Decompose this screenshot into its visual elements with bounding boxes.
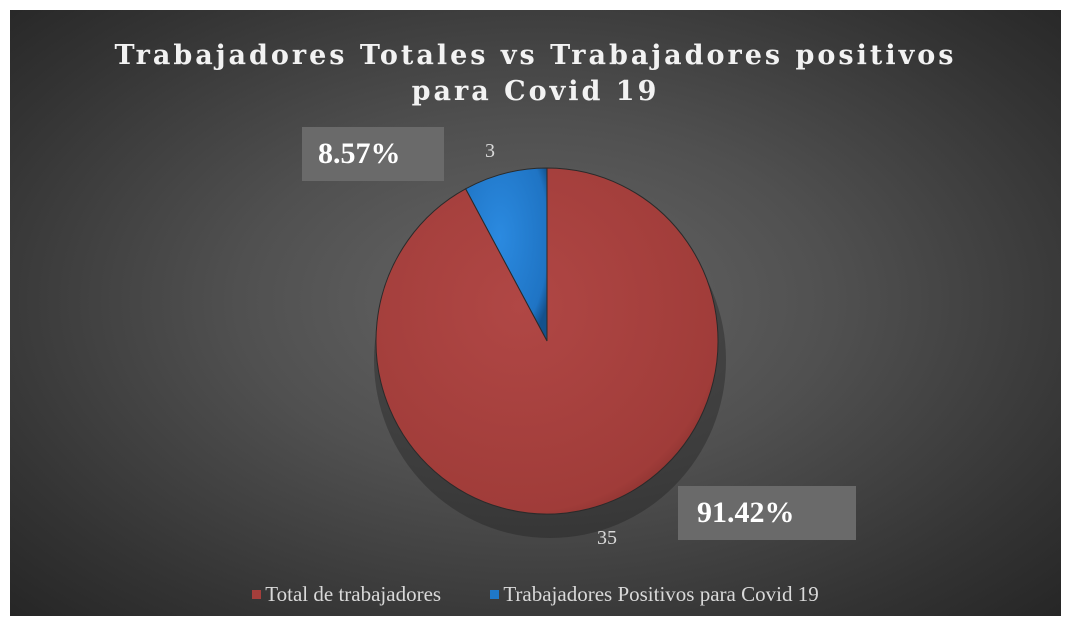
percent-label-total: 91.42% xyxy=(678,486,856,540)
legend-swatch-positives xyxy=(490,590,500,599)
legend-item-positives: Trabajadores Positivos para Covid 19 xyxy=(490,582,819,607)
chart-area: Trabajadores Totales vs Trabajadores pos… xyxy=(10,10,1061,616)
chart-title: Trabajadores Totales vs Trabajadores pos… xyxy=(10,38,1061,110)
chart-legend: Total de trabajadores Trabajadores Posit… xyxy=(10,582,1061,607)
chart-title-line-2: para Covid 19 xyxy=(411,76,660,107)
value-label-total: 35 xyxy=(597,527,617,549)
percent-label-positives-text: 8.57% xyxy=(318,137,401,170)
percent-label-total-text: 91.42% xyxy=(697,496,795,529)
percent-label-positives: 8.57% xyxy=(302,127,444,181)
legend-label-total: Total de trabajadores xyxy=(265,582,442,606)
chart-title-line-1: Trabajadores Totales vs Trabajadores pos… xyxy=(114,40,957,71)
legend-swatch-total xyxy=(252,590,262,599)
legend-label-positives: Trabajadores Positivos para Covid 19 xyxy=(503,582,819,606)
legend-item-total: Total de trabajadores xyxy=(252,582,441,607)
pie-slice-total xyxy=(375,167,719,515)
pie-plot xyxy=(374,167,726,538)
value-label-positives: 3 xyxy=(485,140,495,162)
